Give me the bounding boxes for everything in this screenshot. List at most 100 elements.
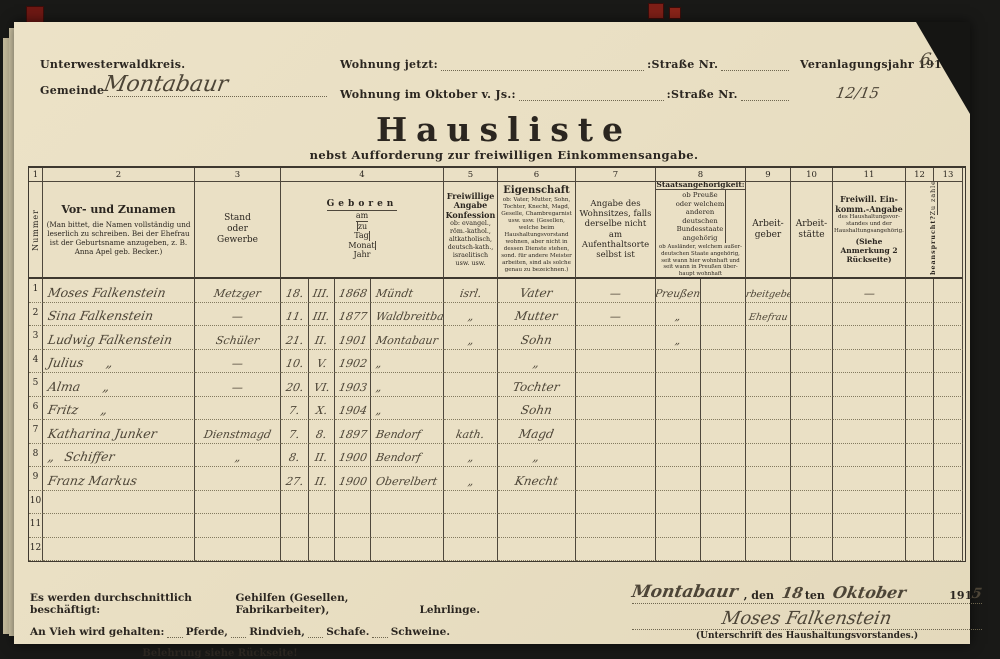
- column-header-row: Nummer Vor- und Zunamen (Man bittet, die…: [29, 182, 965, 279]
- cell-abzuege: [934, 467, 963, 491]
- tag-handwritten: 7.: [288, 427, 301, 441]
- cell-monat: II.: [309, 326, 335, 350]
- stand-handwritten: —: [230, 310, 245, 323]
- cell-name: Franz Markus: [43, 467, 195, 491]
- cell-staat-a: [656, 396, 701, 420]
- header-miete-label: Zu zahlende Wohnungsmiete: [930, 182, 938, 215]
- cell-eigenschaft: Sohn: [498, 396, 576, 420]
- header-geboren: Geboren am zu Tag Monat Jahr: [281, 182, 444, 279]
- cell-tag: [281, 537, 309, 561]
- header-einkommen: Freiwill. Ein- komm.-Angabe des Haushalt…: [833, 182, 906, 279]
- cell-staat-a: Preußen: [656, 279, 701, 303]
- geburtsort-handwritten: Mündt: [374, 286, 415, 300]
- jahr-handwritten: 1904: [337, 404, 368, 417]
- cell-row-number: 5: [29, 373, 43, 397]
- cell-jahr: 1904: [335, 396, 371, 420]
- jahr-handwritten: 1900: [337, 474, 368, 488]
- cell-wohnsitz: [576, 537, 656, 561]
- cell-miete: [906, 396, 934, 420]
- cell-einkommen: [833, 467, 906, 491]
- header-arbeitsstaette: Arbeit- stätte: [791, 182, 833, 279]
- monat-handwritten: V.: [315, 357, 328, 370]
- col-number: 11: [833, 168, 906, 182]
- cell-tag: 7.: [281, 396, 309, 420]
- cell-row-number: 4: [29, 349, 43, 373]
- cell-arbeitsstaette: [791, 420, 833, 444]
- eigenschaft-handwritten: Magd: [517, 426, 556, 441]
- cell-einkommen: [833, 490, 906, 514]
- employed-label: Es werden durchschnittlich beschäftigt:: [30, 592, 192, 616]
- col-number: 5: [444, 168, 498, 182]
- cell-arbeitsstaette: [791, 537, 833, 561]
- stand-handwritten: Dienstmagd: [202, 427, 273, 441]
- cell-konfession: kath.: [444, 420, 498, 444]
- cell-tag: [281, 514, 309, 538]
- col-number: 4: [281, 168, 444, 182]
- cell-konfession: [444, 373, 498, 397]
- col-number: 10: [791, 168, 833, 182]
- cell-name: [43, 537, 195, 561]
- cell-stand: [195, 396, 281, 420]
- cell-eigenschaft: Mutter: [498, 302, 576, 326]
- cell-konfession: „: [444, 302, 498, 326]
- livestock-item: Pferde,: [185, 626, 228, 638]
- cell-staat-a: „: [656, 326, 701, 350]
- wohnsitz-handwritten: —: [608, 286, 623, 300]
- eigenschaft-handwritten: Vater: [519, 285, 554, 300]
- eigenschaft-handwritten: Sohn: [519, 403, 554, 417]
- cell-einkommen: [833, 396, 906, 420]
- cell-stand: Dienstmagd: [195, 420, 281, 444]
- dwelling-now-blank: [440, 59, 645, 71]
- header-miete: Zu zahlende Wohnungsmiete: [930, 182, 939, 216]
- cell-jahr: 1901: [335, 326, 371, 350]
- header-namen-title: Vor- und Zunamen: [61, 202, 176, 216]
- cell-arbeitsstaette: [791, 467, 833, 491]
- employed-end: Lehrlinge.: [419, 604, 480, 616]
- geburtsort-handwritten: Waldbreitbach: [374, 310, 444, 323]
- cell-wohnsitz: [576, 420, 656, 444]
- cell-row-number: 2: [29, 302, 43, 326]
- header-eigenschaft: Eigenschaft ob: Vater, Mutter, Sohn, Toc…: [498, 182, 576, 279]
- cell-konfession: „: [444, 443, 498, 467]
- cell-konfession: [444, 349, 498, 373]
- cell-name: „ Schiffer: [43, 443, 195, 467]
- place-handwritten: Montabaur: [630, 582, 740, 602]
- stand-handwritten: —: [230, 357, 245, 370]
- cell-jahr: 1900: [335, 467, 371, 491]
- cell-staat-a: [656, 443, 701, 467]
- cell-miete: [906, 514, 934, 538]
- cell-arbeitsstaette: [791, 302, 833, 326]
- jahr-handwritten: 1868: [337, 286, 368, 300]
- header-geboren-jahr: Jahr: [353, 250, 371, 260]
- header-einkommen-title: Freiwill. Ein- komm.-Angabe: [835, 193, 903, 214]
- cell-abzuege: [934, 302, 963, 326]
- cell-arbeitgeber: [746, 490, 791, 514]
- cell-wohnsitz: [576, 326, 656, 350]
- col-number: 8: [656, 168, 746, 182]
- cell-name: Ludwig Falkenstein: [43, 326, 195, 350]
- year-printed: 191: [949, 589, 973, 602]
- cell-abzuege: [934, 326, 963, 350]
- header-namen-note: (Man bittet, die Namen vollständig und l…: [46, 220, 191, 257]
- header-wohnsitz: Angabe des Wohnsitzes, falls derselbe ni…: [576, 182, 656, 279]
- dwelling-october-label: Wohnung im Oktober v. Js.:: [340, 88, 516, 101]
- cell-arbeitgeber: [746, 349, 791, 373]
- cell-monat: V.: [309, 349, 335, 373]
- wohnsitz-handwritten: —: [608, 310, 623, 323]
- signature-caption: (Unterschrift des Haushaltungsvorstandes…: [695, 631, 919, 641]
- header-staat-title: Staatsangehörigkeit:: [656, 182, 745, 191]
- cell-eigenschaft: Magd: [498, 420, 576, 444]
- geburtsort-handwritten: Oberelbert: [374, 474, 439, 488]
- signature-handwritten: Moses Falkenstein: [720, 608, 894, 629]
- cell-miete: [906, 302, 934, 326]
- tag-handwritten: 10.: [284, 357, 305, 370]
- cell-staat-a: „: [656, 302, 701, 326]
- cell-abzuege: [934, 373, 963, 397]
- cell-stand: „: [195, 443, 281, 467]
- cell-arbeitsstaette: [791, 326, 833, 350]
- hausliste-table: 1 2 3 4 5 6 7 8 9 10 11 12 13 Nummer Vor…: [28, 166, 966, 562]
- cell-abzuege: [934, 490, 963, 514]
- cell-geburtsort: Montabaur: [371, 326, 444, 350]
- header-arbeitgeber: Arbeit- geber: [746, 182, 791, 279]
- cell-einkommen: [833, 420, 906, 444]
